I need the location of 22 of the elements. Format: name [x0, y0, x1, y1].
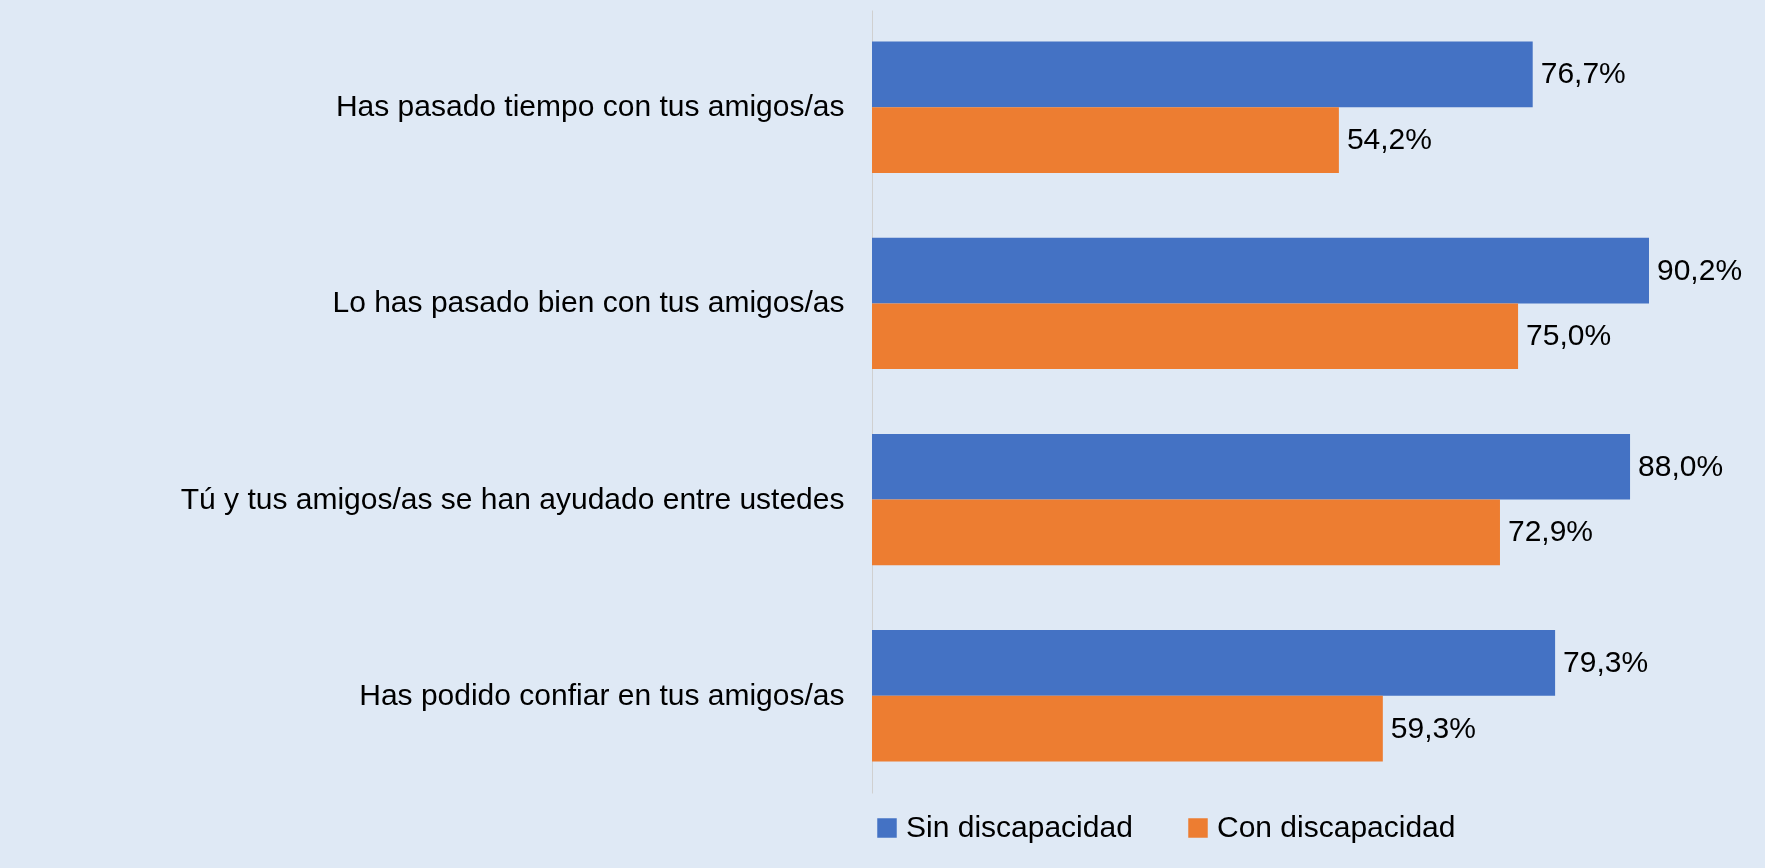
- bar: [872, 237, 1649, 304]
- data-label: 72,9%: [1507, 514, 1594, 548]
- bar: [872, 499, 1500, 566]
- y-tick-label: Has pasado tiempo con tus amigos/as: [335, 89, 845, 123]
- y-tick-label: Tú y tus amigos/as se han ayudado entre ustedes: [180, 481, 845, 515]
- data-label: 90,2%: [1657, 252, 1743, 286]
- data-label: 75,0%: [1526, 318, 1612, 352]
- bar: [872, 433, 1631, 500]
- legend-label: Con discapacidad: [1217, 810, 1456, 843]
- bar: [872, 630, 1556, 696]
- y-tick-label: Has podido confiar en tus amigos/as: [359, 677, 845, 711]
- data-label: 54,2%: [1346, 122, 1432, 156]
- data-label: 88,0%: [1638, 448, 1724, 482]
- bar: [872, 303, 1519, 370]
- data-label: 76,7%: [1540, 56, 1626, 90]
- data-label: 79,3%: [1563, 644, 1649, 678]
- legend-label: Sin discapacidad: [906, 810, 1133, 843]
- bar: [872, 41, 1533, 108]
- bar: [872, 107, 1339, 173]
- data-label: 59,3%: [1390, 710, 1476, 744]
- bar: [872, 695, 1383, 762]
- y-tick-label: Lo has pasado bien con tus amigos/as: [332, 285, 845, 319]
